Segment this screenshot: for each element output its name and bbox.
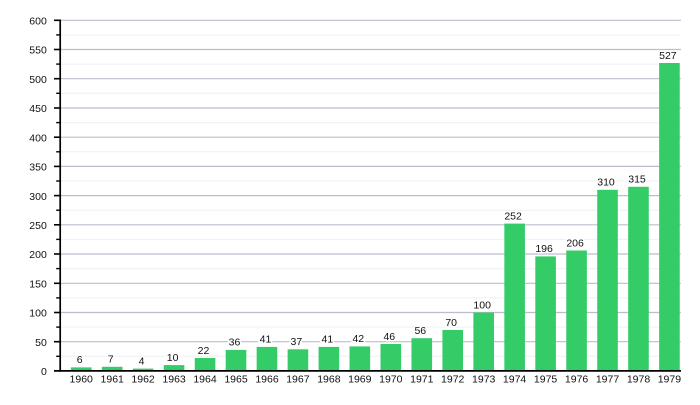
svg-text:1979: 1979 [658, 373, 682, 385]
svg-text:100: 100 [29, 308, 47, 320]
svg-text:1974: 1974 [503, 373, 527, 385]
svg-text:4: 4 [139, 355, 145, 367]
svg-text:1966: 1966 [255, 373, 279, 385]
svg-text:10: 10 [167, 352, 179, 364]
svg-text:252: 252 [504, 210, 522, 222]
svg-text:400: 400 [29, 132, 47, 144]
svg-text:46: 46 [383, 331, 395, 343]
svg-text:450: 450 [29, 103, 47, 115]
svg-text:1977: 1977 [596, 373, 620, 385]
svg-text:37: 37 [291, 336, 303, 348]
svg-text:1973: 1973 [472, 373, 496, 385]
svg-text:1965: 1965 [224, 373, 248, 385]
svg-text:1972: 1972 [441, 373, 465, 385]
svg-text:1976: 1976 [565, 373, 589, 385]
svg-text:196: 196 [535, 243, 553, 255]
svg-text:315: 315 [628, 174, 646, 186]
svg-text:1975: 1975 [534, 373, 558, 385]
svg-text:22: 22 [198, 345, 210, 357]
svg-text:1971: 1971 [410, 373, 434, 385]
svg-text:150: 150 [29, 279, 47, 291]
svg-text:527: 527 [659, 50, 677, 62]
svg-text:0: 0 [41, 366, 47, 378]
svg-text:36: 36 [229, 337, 241, 349]
svg-text:200: 200 [29, 249, 47, 261]
svg-text:1962: 1962 [131, 373, 155, 385]
svg-text:1964: 1964 [193, 373, 217, 385]
svg-text:1968: 1968 [317, 373, 341, 385]
svg-text:1969: 1969 [348, 373, 372, 385]
svg-text:1970: 1970 [379, 373, 403, 385]
svg-text:550: 550 [29, 45, 47, 57]
svg-text:42: 42 [352, 333, 364, 345]
svg-text:300: 300 [29, 191, 47, 203]
svg-text:600: 600 [29, 16, 47, 28]
svg-text:50: 50 [35, 337, 47, 349]
svg-text:41: 41 [260, 334, 272, 346]
svg-text:6: 6 [77, 354, 83, 366]
svg-text:1961: 1961 [101, 373, 125, 385]
svg-text:1967: 1967 [286, 373, 310, 385]
svg-text:310: 310 [597, 177, 615, 189]
svg-text:350: 350 [29, 162, 47, 174]
svg-text:41: 41 [322, 334, 334, 346]
svg-text:500: 500 [29, 74, 47, 86]
svg-text:1963: 1963 [162, 373, 186, 385]
svg-text:250: 250 [29, 220, 47, 232]
svg-text:7: 7 [108, 354, 114, 366]
svg-text:1978: 1978 [627, 373, 651, 385]
svg-text:70: 70 [445, 317, 457, 329]
svg-text:206: 206 [566, 237, 584, 249]
svg-text:1960: 1960 [70, 373, 94, 385]
svg-text:56: 56 [414, 325, 426, 337]
svg-text:100: 100 [473, 299, 491, 311]
